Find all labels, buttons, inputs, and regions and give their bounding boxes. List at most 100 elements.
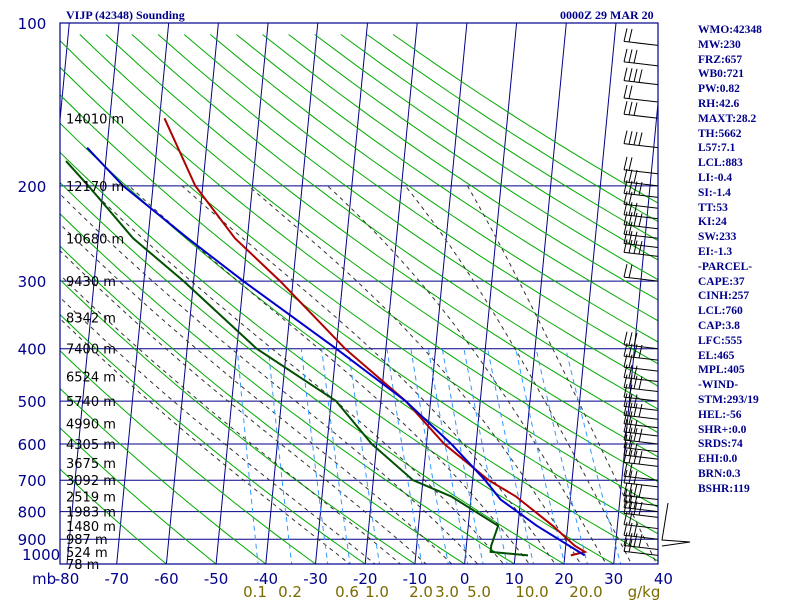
mixing-ratio-label: 2.0 (409, 583, 433, 600)
mixing-ratio-label: 1.0 (365, 583, 389, 600)
wind-barb-flag (628, 365, 633, 379)
temperature-tick-label: -70 (104, 570, 129, 588)
wind-barb-flag (623, 402, 628, 416)
wind-barb-flag (633, 102, 638, 116)
wind-barb-flag (628, 449, 633, 464)
isotherm-line (60, 23, 70, 125)
pressure-tick-label: 900 (18, 531, 47, 549)
wind-barb (623, 532, 659, 550)
mixing-ratio-line (386, 348, 423, 564)
wind-barb-flag (628, 402, 633, 416)
wind-barb-flag (623, 488, 628, 502)
stat-item: PW:0.82 (698, 83, 740, 96)
surface-wind (661, 502, 691, 547)
moist-adiabat (60, 249, 427, 564)
wind-barb-shaft (623, 461, 659, 467)
wind-barb-flag (623, 426, 628, 441)
moist-adiabat (60, 317, 351, 564)
wind-barb-flag (633, 344, 638, 358)
wind-barb-flag (628, 49, 633, 63)
dry-adiabat (60, 468, 168, 564)
wind-barb-flag (633, 443, 638, 457)
isotherm-line (66, 23, 120, 564)
wind-barb (623, 488, 659, 507)
wind-barb-flag (623, 264, 628, 278)
wind-barb-flag (638, 451, 643, 465)
temperature-tick-label: 40 (654, 570, 673, 588)
mixing-ratio-line (463, 348, 508, 564)
mixing-ratio-line (515, 348, 566, 564)
mixing-ratio-label: 10.0 (515, 583, 548, 600)
wind-barb-flag (623, 84, 628, 99)
wind-barb-flag (628, 264, 633, 278)
wind-barb (623, 48, 659, 67)
wind-barb-flag (638, 69, 643, 83)
stat-item: CAPE:37 (698, 275, 745, 288)
wind-barb-flag (628, 332, 633, 346)
stat-item: SRDS:74 (698, 438, 743, 451)
wind-barb-shaft (623, 276, 659, 282)
wind-barb-flag (628, 157, 633, 171)
wind-barb-flag (633, 394, 638, 408)
pressure-tick-label: 100 (18, 15, 47, 33)
wind-barb (623, 221, 659, 239)
mixing-ratio-label: 0.2 (278, 583, 302, 600)
wind-barb-shaft (623, 233, 659, 239)
wind-barb-shaft (623, 113, 659, 119)
wind-barb (623, 101, 659, 119)
wind-barb-shaft (623, 251, 659, 257)
stat-item: STM:293/19 (698, 393, 759, 406)
wind-barb-flag (633, 49, 638, 64)
wind-barb-flag (623, 374, 628, 388)
moist-adiabat (86, 185, 505, 564)
wind-barb-flag (633, 131, 638, 145)
temperature-tick-label: -50 (204, 570, 229, 588)
dry-adiabat (60, 387, 267, 564)
wind-barb-flag (633, 68, 638, 82)
wind-barb-flag (623, 156, 628, 170)
stat-item: -PARCEL- (698, 260, 753, 273)
stat-item: BSHR:119 (698, 482, 750, 495)
wind-barb-flag (628, 419, 633, 433)
stat-item: SI:-1.4 (698, 186, 731, 199)
wind-barb (623, 410, 659, 429)
wind-barb-flag (633, 181, 638, 195)
isotherm-lines (60, 23, 658, 564)
stat-item: EI:-1.3 (698, 245, 733, 258)
mixing-ratio-unit: g/kg (628, 583, 661, 600)
wind-barb-flag (628, 483, 633, 497)
wind-barb-flag (628, 384, 633, 398)
wind-barb-shaft (623, 143, 659, 149)
wind-barb-flag (638, 241, 643, 255)
wind-barb-flag (628, 221, 633, 235)
stats-panel: WMO:42348 MW:230 FRZ:657 WB0:721 PW:0.82 RH:4… (698, 23, 762, 497)
mixing-ratio-lines (236, 348, 622, 564)
stat-item: LCL:760 (698, 305, 743, 318)
stat-item: -WIND- (698, 379, 739, 392)
height-label: 10680 m (66, 232, 124, 247)
wind-barb (623, 239, 659, 257)
temperature-tick-label: 10 (505, 570, 524, 588)
wind-barb-flag (623, 500, 628, 514)
mixing-ratio-line (267, 348, 293, 564)
height-label: 4990 m (66, 418, 116, 433)
wind-barb-flag (628, 470, 633, 484)
pressure-tick-label: 500 (18, 393, 47, 411)
wind-barb-shaft (623, 544, 659, 550)
wind-barb-shaft (623, 507, 659, 513)
moist-adiabat (327, 185, 607, 564)
wind-barb-flag (628, 411, 633, 425)
stat-item: FRZ:657 (698, 53, 743, 66)
wind-barb-flag (633, 533, 638, 547)
mixing-ratio-line (300, 348, 329, 564)
moist-adiabat (181, 185, 556, 564)
wind-barb-flag (628, 343, 633, 357)
wind-barb-flag (628, 495, 633, 509)
wind-barb-flag (628, 180, 633, 195)
wind-barb-flag (623, 532, 628, 546)
wind-barb (623, 168, 659, 187)
wind-barb-flag (623, 101, 628, 115)
dry-adiabat (236, 34, 658, 322)
moist-adiabat (405, 185, 633, 564)
